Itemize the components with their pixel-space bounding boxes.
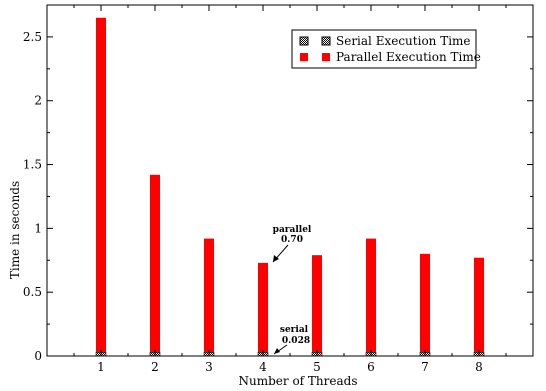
x-tick-label-3: 3 xyxy=(205,360,213,374)
x-tick-label-1: 1 xyxy=(97,360,105,374)
x-tick-label-8: 8 xyxy=(475,360,483,374)
bar-parallel-5 xyxy=(312,255,322,356)
bar-parallel-1 xyxy=(96,17,106,356)
annotation-serial-value: 0.028 xyxy=(282,336,310,346)
x-tick-label-7: 7 xyxy=(421,360,429,374)
legend-box xyxy=(291,29,477,69)
y-tick-label-1: 0.5 xyxy=(23,285,42,299)
bar-parallel-4 xyxy=(258,262,268,356)
y-axis-title: Time in seconds xyxy=(8,181,22,279)
y-tick-label-0: 0 xyxy=(34,349,42,363)
annotation-parallel-arrowhead xyxy=(273,255,279,262)
annotation-serial-arrowhead xyxy=(274,348,280,354)
annotation-parallel-value: 0.70 xyxy=(281,235,303,245)
legend-label-parallel: Parallel Execution Time xyxy=(336,50,481,64)
bar-parallel-7 xyxy=(420,253,430,356)
legend-label-serial: Serial Execution Time xyxy=(336,34,471,48)
bar-parallel-3 xyxy=(204,238,214,356)
legend-swatch-serial-left xyxy=(299,36,309,46)
x-tick-label-2: 2 xyxy=(151,360,159,374)
x-tick-label-5: 5 xyxy=(313,360,321,374)
legend-swatch-serial-right xyxy=(321,36,331,46)
bar-parallel-2 xyxy=(150,174,160,356)
legend: Serial Execution Time Parallel Execution… xyxy=(291,29,481,69)
x-tick-label-6: 6 xyxy=(367,360,375,374)
x-axis-title: Number of Threads xyxy=(239,374,358,388)
bar-parallel-6 xyxy=(366,238,376,356)
legend-swatch-parallel-left xyxy=(300,53,308,61)
y-tick-label-5: 2.5 xyxy=(23,30,42,44)
legend-swatch-parallel-right xyxy=(322,53,330,61)
annotation-serial-label: serial xyxy=(280,325,309,335)
y-tick-label-4: 2 xyxy=(34,94,42,108)
y-tick-label-2: 1 xyxy=(34,221,42,235)
x-tick-label-4: 4 xyxy=(259,360,267,374)
annotation-parallel-label: parallel xyxy=(273,225,312,235)
plot-area-frame xyxy=(46,4,534,357)
bar-parallel-8 xyxy=(474,257,484,356)
y-tick-label-3: 1.5 xyxy=(23,158,42,172)
